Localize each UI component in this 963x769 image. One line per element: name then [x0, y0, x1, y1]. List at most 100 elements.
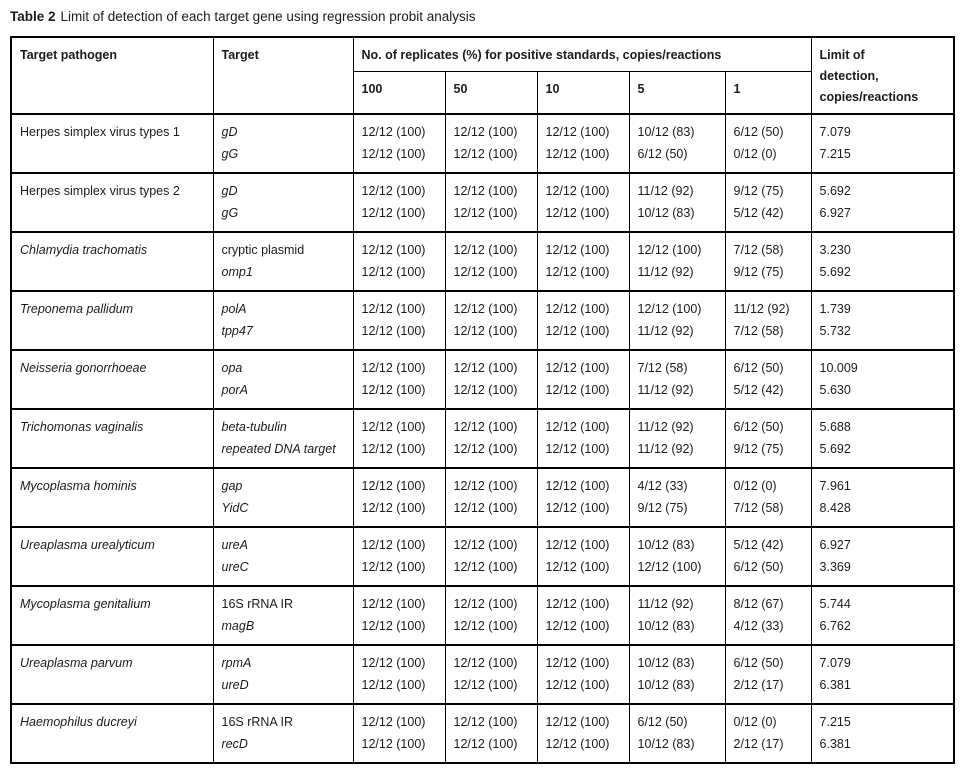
- replicate-cell: 5/12 (42): [724, 379, 812, 409]
- lod-value-cell: 7.079: [810, 644, 955, 674]
- replicate-cell: 12/12 (100): [352, 497, 446, 527]
- replicate-cell: 12/12 (100): [536, 113, 630, 143]
- replicate-cell: 12/12 (100): [444, 202, 538, 232]
- col-header-copies-10: 10: [536, 71, 630, 115]
- replicate-cell: 11/12 (92): [628, 320, 726, 350]
- replicate-cell: 12/12 (100): [536, 231, 630, 261]
- replicate-cell: 12/12 (100): [444, 703, 538, 733]
- pathogen-cell: Mycoplasma genitalium: [10, 585, 214, 645]
- replicate-cell: 12/12 (100): [444, 497, 538, 527]
- replicate-cell: 12/12 (100): [444, 674, 538, 704]
- replicate-cell: 12/12 (100): [536, 202, 630, 232]
- replicate-cell: 0/12 (0): [724, 703, 812, 733]
- gene-row: porA 12/12 (100) 12/12 (100) 12/12 (100) 11/…: [11, 379, 955, 409]
- lod-value-cell: 5.692: [810, 261, 955, 291]
- lod-value-cell: 7.079: [810, 113, 955, 143]
- gene-row: omp1 12/12 (100) 12/12 (100) 12/12 (100) 11/…: [11, 261, 955, 291]
- replicate-cell: 10/12 (83): [628, 674, 726, 704]
- replicate-cell: 12/12 (100): [628, 556, 726, 586]
- col-header-copies-100: 100: [352, 71, 446, 115]
- pathogen-group-row: Herpes simplex virus types 2 gD 12/12 (100…: [10, 172, 955, 232]
- replicate-cell: 6/12 (50): [724, 113, 812, 143]
- lod-value-cell: 10.009: [810, 349, 955, 379]
- target-gene-cell: ureA: [212, 526, 354, 556]
- replicate-cell: 12/12 (100): [536, 438, 630, 468]
- table-body: Herpes simplex virus types 1 gD 12/12 (100…: [10, 113, 955, 763]
- pathogen-cell: Ureaplasma parvum: [10, 644, 214, 704]
- replicate-cell: 12/12 (100): [352, 408, 446, 438]
- target-gene-cell: recD: [212, 733, 354, 763]
- target-gene-cell: ureD: [212, 674, 354, 704]
- gene-row: gG 12/12 (100) 12/12 (100) 12/12 (100) 10/12…: [11, 202, 955, 232]
- lod-value-cell: 5.744: [810, 585, 955, 615]
- replicate-cell: 12/12 (100): [352, 349, 446, 379]
- pathogen-group-row: Chlamydia trachomatis cryptic plasmid 12/1…: [10, 231, 955, 291]
- replicate-cell: 12/12 (100): [444, 172, 538, 202]
- replicate-cell: 12/12 (100): [444, 349, 538, 379]
- replicate-cell: 10/12 (83): [628, 733, 726, 763]
- gene-row: ureC 12/12 (100) 12/12 (100) 12/12 (100) 12/…: [11, 556, 955, 586]
- replicate-cell: 4/12 (33): [628, 467, 726, 497]
- gene-row: recD 12/12 (100) 12/12 (100) 12/12 (100) 10/…: [11, 733, 955, 763]
- target-gene-cell: YidC: [212, 497, 354, 527]
- pathogen-cell: Herpes simplex virus types 1: [10, 113, 214, 173]
- header-row-main: Target pathogen Target No. of replicates…: [10, 37, 955, 114]
- col-header-copies-50: 50: [444, 71, 538, 115]
- lod-value-cell: 5.692: [810, 172, 955, 202]
- replicate-cell: 6/12 (50): [724, 349, 812, 379]
- replicate-cell: 12/12 (100): [352, 290, 446, 320]
- replicate-cell: 12/12 (100): [352, 231, 446, 261]
- lod-table: Target pathogen Target No. of replicates…: [10, 36, 956, 764]
- replicate-cell: 12/12 (100): [536, 674, 630, 704]
- pathogen-group-row: Ureaplasma parvum rpmA 12/12 (100) 12/12 (1…: [10, 644, 955, 704]
- replicate-cell: 12/12 (100): [536, 172, 630, 202]
- replicate-cell: 6/12 (50): [628, 703, 726, 733]
- replicate-cell: 12/12 (100): [352, 172, 446, 202]
- replicate-cell: 2/12 (17): [724, 674, 812, 704]
- replicate-cell: 12/12 (100): [444, 231, 538, 261]
- replicate-cell: 2/12 (17): [724, 733, 812, 763]
- gene-row: repeated DNA target 12/12 (100) 12/12 (100…: [11, 438, 955, 468]
- replicate-cell: 12/12 (100): [444, 438, 538, 468]
- lod-value-cell: 7.215: [810, 703, 955, 733]
- replicate-cell: 12/12 (100): [628, 290, 726, 320]
- target-gene-cell: gG: [212, 202, 354, 232]
- gene-row: tpp47 12/12 (100) 12/12 (100) 12/12 (100) 11…: [11, 320, 955, 350]
- replicate-cell: 5/12 (42): [724, 202, 812, 232]
- lod-value-cell: 6.381: [810, 733, 955, 763]
- replicate-cell: 5/12 (42): [724, 526, 812, 556]
- replicate-cell: 12/12 (100): [352, 526, 446, 556]
- target-gene-cell: beta-tubulin: [212, 408, 354, 438]
- pathogen-cell: Ureaplasma urealyticum: [10, 526, 214, 586]
- lod-value-cell: 6.927: [810, 526, 955, 556]
- replicate-cell: 12/12 (100): [536, 143, 630, 173]
- replicate-cell: 12/12 (100): [352, 320, 446, 350]
- target-gene-cell: rpmA: [212, 644, 354, 674]
- replicate-cell: 12/12 (100): [352, 585, 446, 615]
- replicate-cell: 12/12 (100): [536, 733, 630, 763]
- lod-value-cell: 5.732: [810, 320, 955, 350]
- target-gene-cell: omp1: [212, 261, 354, 291]
- replicate-cell: 12/12 (100): [352, 703, 446, 733]
- lod-value-cell: 8.428: [810, 497, 955, 527]
- lod-value-cell: 5.692: [810, 438, 955, 468]
- replicate-cell: 12/12 (100): [536, 379, 630, 409]
- pathogen-cell: Treponema pallidum: [10, 290, 214, 350]
- pathogen-cell: Neisseria gonorrhoeae: [10, 349, 214, 409]
- col-header-limit-of-detection: Limit of detection, copies/reactions: [810, 37, 955, 114]
- replicate-cell: 12/12 (100): [444, 733, 538, 763]
- pathogen-group-row: Mycoplasma hominis gap 12/12 (100) 12/12 (1…: [10, 467, 955, 527]
- replicate-cell: 6/12 (50): [724, 408, 812, 438]
- replicate-cell: 12/12 (100): [536, 644, 630, 674]
- gene-row: gG 12/12 (100) 12/12 (100) 12/12 (100) 6/12 …: [11, 143, 955, 173]
- col-header-target-pathogen: Target pathogen: [10, 37, 214, 114]
- replicate-cell: 10/12 (83): [628, 644, 726, 674]
- replicate-cell: 12/12 (100): [536, 320, 630, 350]
- replicate-cell: 12/12 (100): [352, 261, 446, 291]
- lod-value-cell: 5.688: [810, 408, 955, 438]
- replicate-cell: 12/12 (100): [536, 556, 630, 586]
- pathogen-group-row: Trichomonas vaginalis beta-tubulin 12/12 (…: [10, 408, 955, 468]
- replicate-cell: 10/12 (83): [628, 202, 726, 232]
- pathogen-cell: Herpes simplex virus types 2: [10, 172, 214, 232]
- replicate-cell: 11/12 (92): [628, 585, 726, 615]
